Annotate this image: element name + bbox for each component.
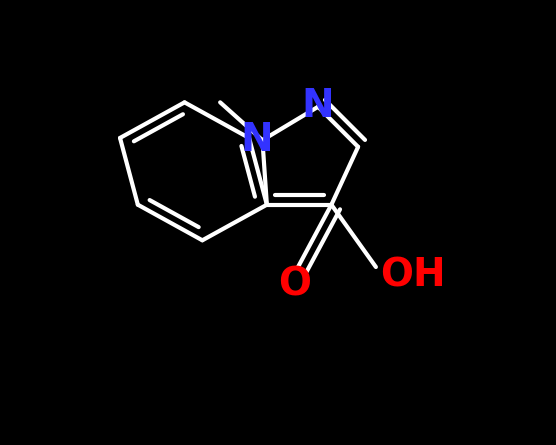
Text: OH: OH (380, 257, 446, 295)
Text: O: O (279, 266, 311, 304)
Text: N: N (241, 121, 274, 159)
Text: N: N (302, 87, 334, 125)
